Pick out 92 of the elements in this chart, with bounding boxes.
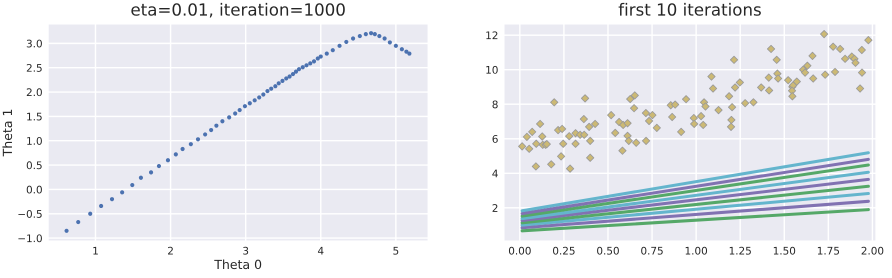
point: [344, 40, 348, 44]
point: [99, 204, 104, 208]
x-axis-title: Theta 0: [214, 259, 262, 270]
point: [377, 34, 382, 38]
y-tick-label: −1.0: [18, 234, 42, 242]
point: [265, 89, 270, 94]
point: [257, 95, 262, 100]
y-tick-label: −0.5: [18, 210, 42, 218]
y-axis-title: Theta 1: [2, 110, 12, 156]
point: [203, 132, 208, 136]
point: [284, 76, 288, 81]
y-tick-label: 10: [486, 66, 498, 74]
point: [337, 44, 342, 48]
point: [88, 212, 92, 216]
y-tick-label: 4: [492, 170, 498, 178]
x-tick-label: 1: [93, 246, 98, 254]
point: [312, 59, 316, 64]
point: [156, 164, 162, 168]
point: [248, 101, 252, 106]
point: [296, 67, 302, 72]
point: [138, 176, 143, 180]
point: [382, 36, 387, 41]
point: [64, 228, 69, 233]
point: [120, 190, 124, 194]
point: [294, 70, 298, 74]
x-tick-label: 1.00: [686, 246, 708, 255]
x-tick-label: 0.50: [597, 246, 619, 255]
point: [324, 52, 329, 56]
y-tick-label: 0.5: [26, 161, 42, 170]
point: [174, 152, 178, 156]
y-tick-label: 2.0: [26, 88, 42, 96]
x-tick-label: 1.25: [730, 246, 751, 255]
y-tick-label: 2: [492, 204, 498, 212]
point: [369, 31, 374, 36]
point: [209, 128, 214, 132]
point: [304, 63, 309, 68]
point: [404, 50, 408, 54]
y-tick-label: 12: [486, 31, 498, 40]
point: [180, 146, 185, 152]
x-tick-label: 0.75: [641, 246, 663, 255]
point: [220, 119, 224, 124]
x-tick-label: 2.00: [862, 246, 884, 255]
point: [350, 36, 356, 41]
point: [110, 197, 114, 202]
point: [269, 86, 274, 91]
point: [261, 92, 266, 97]
point: [252, 98, 257, 102]
point: [288, 74, 292, 79]
point: [364, 32, 368, 36]
point: [330, 48, 335, 52]
x-tick-label: 1.75: [818, 246, 840, 255]
point: [358, 34, 362, 38]
y-tick-label: 3.0: [26, 40, 42, 48]
x-tick-label: 4: [318, 246, 324, 254]
point: [400, 47, 404, 52]
point: [233, 111, 238, 116]
point: [300, 65, 305, 70]
point: [227, 115, 232, 120]
point: [316, 56, 320, 61]
x-tick-label: 3: [243, 246, 248, 255]
point: [238, 108, 242, 112]
point: [148, 170, 154, 174]
point: [242, 104, 248, 108]
point: [196, 137, 200, 142]
point: [188, 142, 193, 146]
y-tick-label: 8: [492, 100, 498, 108]
y-tick-label: 2.5: [26, 64, 42, 72]
point: [290, 72, 296, 76]
point: [394, 44, 398, 48]
x-tick-label: 0.00: [508, 246, 531, 255]
point: [280, 78, 285, 83]
point: [318, 54, 323, 59]
point: [407, 52, 412, 56]
x-tick-label: 0.25: [553, 246, 575, 255]
point: [276, 81, 281, 86]
chart-title: first 10 iterations: [618, 2, 761, 16]
y-tick-label: 6: [492, 135, 498, 143]
y-tick-label: 1.5: [27, 112, 42, 121]
chart-title: eta=0.01, iteration=1000: [131, 2, 345, 18]
x-tick-label: 1.50: [774, 246, 796, 255]
y-tick-label: 0.0: [26, 186, 42, 194]
point: [166, 158, 170, 162]
y-tick-label: 1.0: [27, 136, 42, 145]
point: [388, 40, 392, 44]
point: [214, 124, 218, 128]
point: [130, 182, 134, 188]
point: [76, 220, 80, 224]
point: [308, 61, 312, 66]
x-tick-label: 5: [393, 246, 398, 255]
x-tick-label: 2: [168, 246, 173, 254]
point: [372, 32, 377, 36]
point: [273, 84, 278, 88]
